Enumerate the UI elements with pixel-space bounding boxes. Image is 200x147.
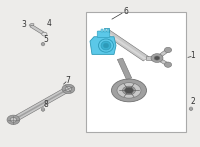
- Polygon shape: [14, 89, 68, 120]
- Polygon shape: [13, 88, 69, 121]
- Circle shape: [164, 47, 172, 53]
- Circle shape: [7, 115, 20, 125]
- Bar: [104, 29, 106, 32]
- Circle shape: [42, 32, 47, 36]
- Circle shape: [151, 54, 163, 62]
- Circle shape: [154, 56, 160, 60]
- Ellipse shape: [122, 86, 136, 95]
- Ellipse shape: [117, 83, 141, 98]
- Ellipse shape: [41, 108, 45, 111]
- Text: 8: 8: [44, 100, 48, 109]
- Circle shape: [10, 117, 17, 122]
- Polygon shape: [104, 30, 149, 61]
- Ellipse shape: [104, 43, 108, 48]
- Polygon shape: [117, 58, 132, 79]
- Polygon shape: [107, 32, 146, 60]
- Text: 7: 7: [66, 76, 70, 85]
- Circle shape: [125, 87, 133, 94]
- Polygon shape: [30, 25, 45, 35]
- Polygon shape: [29, 24, 34, 26]
- Text: 2: 2: [191, 97, 195, 106]
- Circle shape: [62, 84, 75, 94]
- Text: 6: 6: [124, 7, 128, 16]
- Polygon shape: [156, 49, 169, 59]
- Bar: [107, 29, 109, 32]
- Ellipse shape: [101, 41, 111, 50]
- Ellipse shape: [112, 79, 146, 102]
- Ellipse shape: [189, 107, 193, 111]
- Circle shape: [164, 62, 172, 67]
- Circle shape: [65, 87, 72, 91]
- Bar: [101, 29, 103, 32]
- Text: 3: 3: [22, 20, 26, 30]
- Polygon shape: [156, 57, 169, 66]
- Ellipse shape: [41, 42, 45, 46]
- Text: 5: 5: [44, 35, 48, 44]
- Text: 4: 4: [47, 19, 51, 28]
- Polygon shape: [146, 56, 157, 60]
- Bar: [86, 12, 186, 132]
- Text: 1: 1: [191, 51, 195, 60]
- Polygon shape: [90, 37, 116, 54]
- FancyBboxPatch shape: [97, 31, 110, 37]
- Ellipse shape: [98, 39, 114, 52]
